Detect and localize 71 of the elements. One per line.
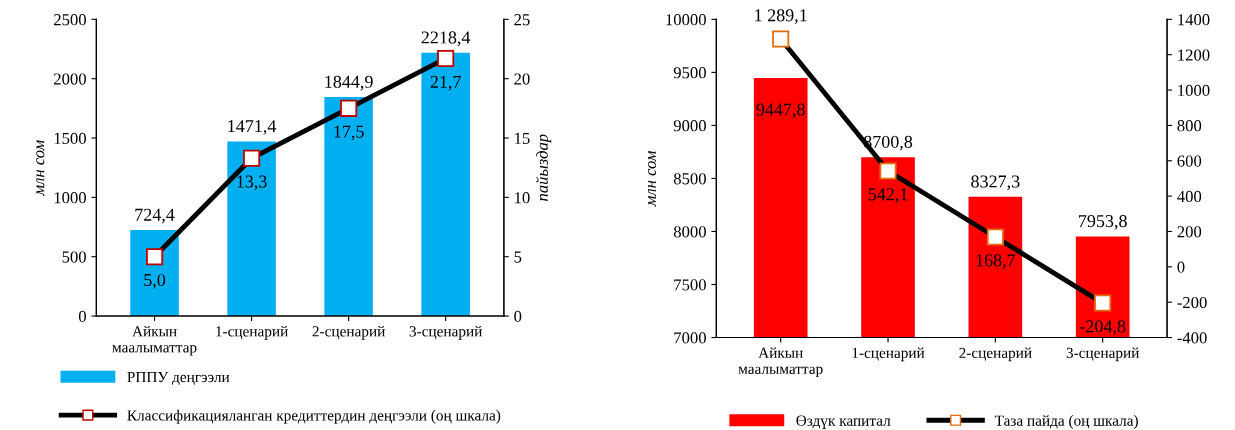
point bbox=[340, 99, 358, 117]
data-label: 1844,9 bbox=[325, 75, 373, 91]
y-tick-label: 0 bbox=[78, 310, 86, 322]
bar bbox=[421, 52, 470, 317]
x-tick-label: Айкын маалыматтар bbox=[112, 325, 197, 356]
y-tick-label: 500 bbox=[62, 251, 86, 263]
data-label: 168,7 bbox=[976, 254, 1016, 269]
y2-tick-label: 800 bbox=[1177, 120, 1202, 132]
bar bbox=[324, 97, 373, 317]
data-label: 2218,4 bbox=[421, 31, 471, 47]
y2-tick-label: 5 bbox=[514, 251, 522, 263]
y2-tick-label: 0 bbox=[514, 310, 522, 322]
y2-tick-label: 0 bbox=[1177, 261, 1185, 273]
y2-tick-label: 1400 bbox=[1178, 14, 1210, 26]
data-label: 5,0 bbox=[144, 273, 166, 289]
y-tick-label: 1000 bbox=[54, 192, 86, 204]
legend-label: РППУ деңгээли bbox=[127, 372, 230, 385]
point bbox=[243, 149, 261, 167]
y2-tick-label: 400 bbox=[1177, 190, 1202, 203]
y-tick-label: 8500 bbox=[673, 173, 706, 185]
x-tick-label: Айкын маалыматтар bbox=[738, 347, 823, 378]
x-tick-label: 3-сценарий bbox=[1066, 347, 1140, 362]
x-tick-label: 3-сценарий bbox=[409, 325, 483, 340]
y-tick-label: 1500 bbox=[54, 132, 86, 144]
point bbox=[986, 228, 1004, 246]
point bbox=[772, 30, 790, 48]
x-tick-label: 2-сценарий bbox=[959, 347, 1032, 362]
y-tick-label: 9500 bbox=[673, 67, 706, 79]
y-tick-label: 2000 bbox=[54, 73, 86, 85]
y2-tick-label: 1000 bbox=[1178, 84, 1210, 97]
y2-tick-label: -200 bbox=[1177, 296, 1207, 309]
data-label: 724,4 bbox=[135, 208, 175, 224]
y-axis-title: млн сом bbox=[647, 151, 656, 207]
y2-tick-label: 1200 bbox=[1178, 49, 1210, 61]
point bbox=[1094, 294, 1112, 312]
data-label: 1 289,1 bbox=[755, 9, 807, 24]
y2-tick-label: 20 bbox=[514, 73, 530, 85]
x-tick-label: 1-сценарий bbox=[216, 325, 288, 340]
y-tick-label: 2500 bbox=[54, 14, 86, 26]
legend-label: Классификацияланган кредиттердин деңгээли (оң шкала) bbox=[127, 409, 501, 424]
point bbox=[146, 248, 164, 266]
y-tick-label: 7000 bbox=[674, 332, 706, 344]
data-label: 21,7 bbox=[430, 75, 461, 91]
legend-label: Таза пайда (оң шкала) bbox=[994, 415, 1138, 429]
point bbox=[437, 49, 455, 68]
data-label: 1471,4 bbox=[228, 120, 277, 135]
y-tick-label: 7500 bbox=[674, 279, 706, 291]
data-label: 9447,8 bbox=[756, 103, 805, 119]
y2-axis-title: пайыздар bbox=[535, 134, 552, 201]
y2-tick-label: -400 bbox=[1177, 332, 1207, 344]
data-label: 8327,3 bbox=[971, 175, 1020, 191]
y2-tick-label: 25 bbox=[514, 14, 530, 26]
x-tick-label: 1-сценарий bbox=[852, 347, 925, 362]
data-label: 542,1 bbox=[868, 188, 908, 203]
point bbox=[879, 162, 897, 180]
data-label: -204,8 bbox=[1080, 320, 1126, 336]
data-label: 13,3 bbox=[237, 175, 267, 191]
x-tick-label: 2-сценарий bbox=[312, 325, 385, 340]
data-label: 7953,8 bbox=[1079, 214, 1127, 230]
y2-tick-label: 15 bbox=[515, 132, 530, 144]
y-tick-label: 8000 bbox=[673, 226, 706, 238]
y-tick-label: 10000 bbox=[666, 14, 706, 26]
data-label: 17,5 bbox=[334, 125, 364, 141]
y2-tick-label: 10 bbox=[515, 192, 530, 204]
legend-label: Өздүк капитал bbox=[796, 415, 891, 429]
y-axis-title: млн сом bbox=[36, 140, 45, 197]
y-tick-label: 9000 bbox=[673, 120, 706, 132]
bar bbox=[227, 141, 276, 317]
y2-tick-label: 200 bbox=[1177, 226, 1202, 238]
bar bbox=[130, 230, 179, 317]
y2-tick-label: 600 bbox=[1177, 155, 1202, 167]
